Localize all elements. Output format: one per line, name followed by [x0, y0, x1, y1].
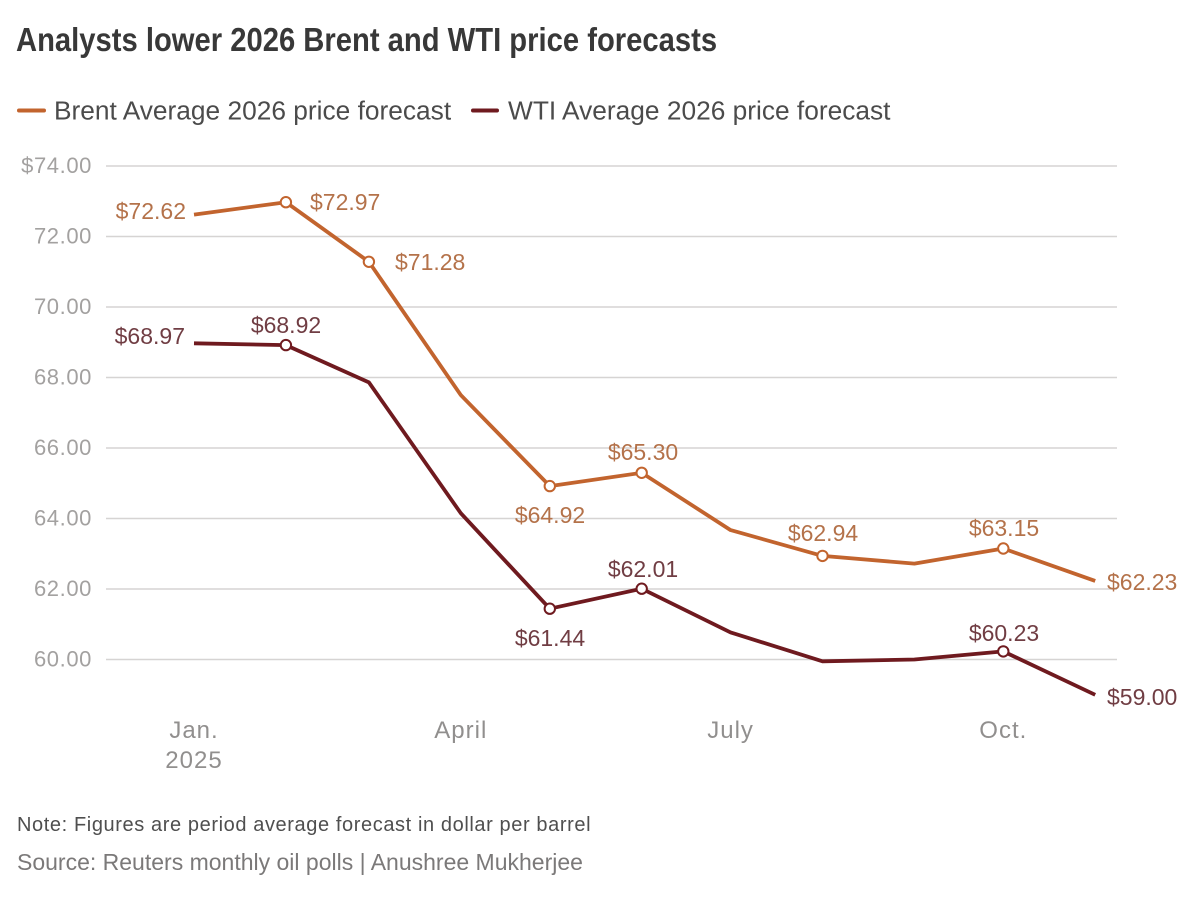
svg-text:$64.92: $64.92 — [515, 502, 585, 528]
svg-text:Note: Figures are period avera: Note: Figures are period average forecas… — [17, 814, 591, 836]
svg-text:$71.28: $71.28 — [395, 249, 465, 275]
svg-text:July: July — [707, 717, 754, 744]
svg-text:$63.15: $63.15 — [969, 515, 1039, 541]
svg-text:62.00: 62.00 — [34, 576, 92, 601]
svg-text:$62.23: $62.23 — [1107, 569, 1177, 595]
svg-text:64.00: 64.00 — [34, 506, 92, 531]
svg-text:Jan.: Jan. — [169, 717, 218, 744]
svg-text:Source: Reuters monthly oil po: Source: Reuters monthly oil polls | Anus… — [17, 849, 583, 875]
svg-text:60.00: 60.00 — [34, 647, 92, 672]
svg-text:$65.30: $65.30 — [608, 439, 678, 465]
svg-text:$59.00: $59.00 — [1107, 684, 1177, 710]
svg-text:$72.62: $72.62 — [116, 198, 186, 224]
svg-text:$62.94: $62.94 — [788, 520, 859, 546]
svg-text:$68.97: $68.97 — [115, 323, 185, 349]
svg-text:$62.01: $62.01 — [608, 556, 678, 582]
svg-text:72.00: 72.00 — [34, 224, 92, 249]
svg-text:$68.92: $68.92 — [251, 312, 321, 338]
svg-text:$60.23: $60.23 — [969, 620, 1039, 646]
svg-text:Analysts lower 2026 Brent and: Analysts lower 2026 Brent and WTI price … — [16, 21, 717, 58]
svg-text:April: April — [434, 717, 487, 744]
svg-text:Oct.: Oct. — [979, 717, 1027, 744]
svg-text:2025: 2025 — [165, 747, 222, 774]
svg-text:66.00: 66.00 — [34, 435, 92, 460]
svg-text:Brent Average 2026 price forec: Brent Average 2026 price forecast — [54, 96, 452, 126]
svg-text:68.00: 68.00 — [34, 365, 92, 390]
svg-text:$72.97: $72.97 — [310, 189, 380, 215]
svg-text:WTI Average 2026 price forecas: WTI Average 2026 price forecast — [508, 96, 891, 126]
svg-text:$74.00: $74.00 — [21, 153, 92, 178]
svg-text:70.00: 70.00 — [34, 294, 92, 319]
svg-text:$61.44: $61.44 — [515, 625, 586, 651]
